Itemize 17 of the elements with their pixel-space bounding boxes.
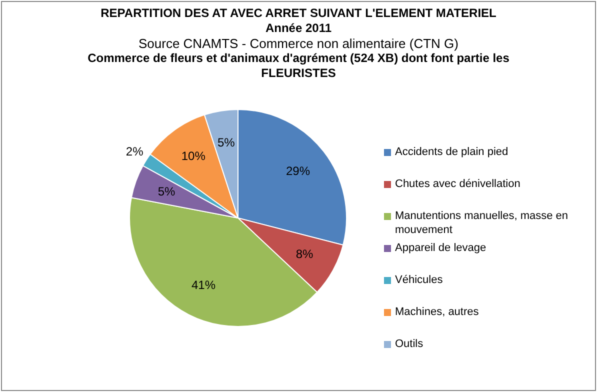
chart-subtitle: Source CNAMTS - Commerce non alimentaire (CTN G): [137, 36, 460, 51]
legend-label: Chutes avec dénivellation: [395, 177, 520, 191]
text: Commerce de fleurs et d'animaux d'agrément (524 XB) dont font partie les FLEURISTES: [86, 51, 510, 81]
legend-label: Outils: [395, 337, 424, 351]
data-label: 29%: [286, 164, 310, 178]
chart-title: REPARTITION DES AT AVEC ARRET SUIVANT L'ELEMENT MATERIEL Année 2011: [100, 6, 498, 36]
data-label: 2%: [126, 144, 144, 159]
legend-label: Machines, autres: [395, 305, 479, 319]
data-label: 5%: [217, 135, 236, 150]
data-label: 41%: [192, 278, 216, 292]
data-label: 10%: [181, 148, 206, 163]
legend-label: Manutentions manuelles, masse en mouvement: [395, 209, 570, 237]
legend-label: Véhicules: [395, 273, 443, 287]
legend-label: Appareil de levage: [395, 241, 486, 255]
data-label: 8%: [296, 246, 314, 261]
legend-label: Accidents de plain pied: [395, 145, 508, 159]
data-label: 5%: [158, 184, 176, 199]
